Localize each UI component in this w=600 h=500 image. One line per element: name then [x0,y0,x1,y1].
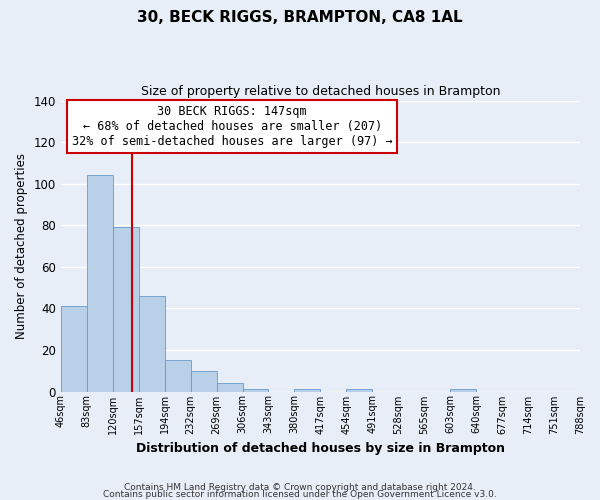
Bar [139,296,164,392]
Text: 30 BECK RIGGS: 147sqm
← 68% of detached houses are smaller (207)
32% of semi-det: 30 BECK RIGGS: 147sqm ← 68% of detached … [72,105,392,148]
Bar [87,176,113,392]
Bar [346,390,373,392]
Title: Size of property relative to detached houses in Brampton: Size of property relative to detached ho… [140,85,500,98]
Bar [295,390,320,392]
Bar [191,370,217,392]
Bar [61,306,87,392]
Bar [450,390,476,392]
Bar [217,383,242,392]
Y-axis label: Number of detached properties: Number of detached properties [15,153,28,339]
Bar [113,228,139,392]
Text: Contains HM Land Registry data © Crown copyright and database right 2024.: Contains HM Land Registry data © Crown c… [124,484,476,492]
X-axis label: Distribution of detached houses by size in Brampton: Distribution of detached houses by size … [136,442,505,455]
Text: Contains public sector information licensed under the Open Government Licence v3: Contains public sector information licen… [103,490,497,499]
Text: 30, BECK RIGGS, BRAMPTON, CA8 1AL: 30, BECK RIGGS, BRAMPTON, CA8 1AL [137,10,463,25]
Bar [164,360,191,392]
Bar [242,390,268,392]
